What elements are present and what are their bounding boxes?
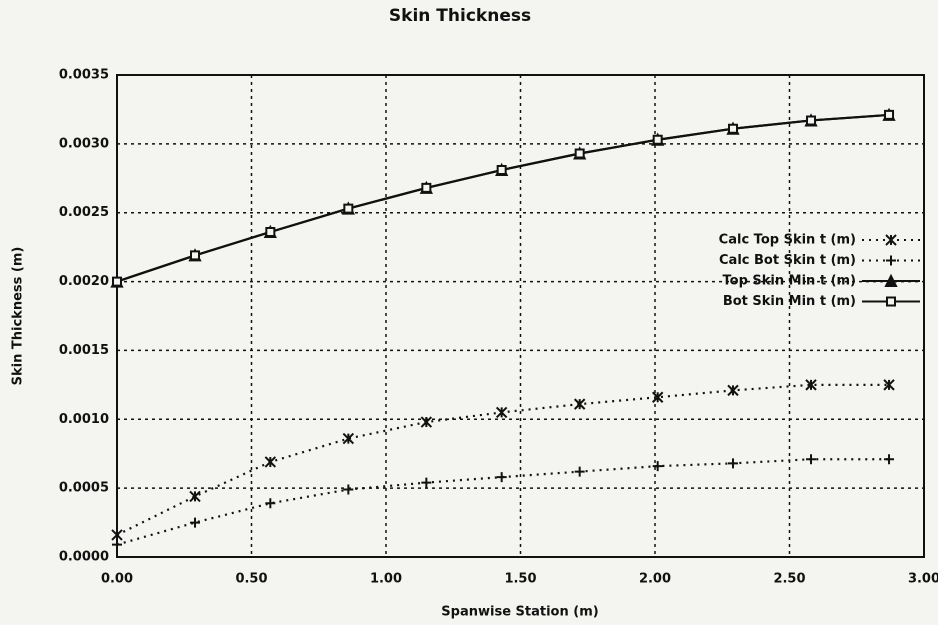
marker: [573, 398, 586, 410]
legend-marker: [886, 296, 896, 307]
legend-label: Top Skin Min t (m): [723, 274, 857, 289]
x-tick-label: 3.00: [908, 572, 938, 587]
marker: [264, 456, 277, 468]
marker: [728, 458, 739, 469]
y-tick-label: 0.0020: [59, 274, 109, 289]
marker: [806, 115, 817, 126]
marker: [652, 461, 663, 472]
marker: [805, 379, 817, 391]
marker: [342, 432, 355, 445]
marker: [190, 517, 201, 528]
marker: [190, 250, 201, 261]
marker: [421, 477, 432, 488]
y-tick-label: 0.0015: [59, 343, 109, 358]
x-tick-label: 2.50: [773, 572, 805, 587]
legend-label: Calc Top Skin t (m): [719, 233, 856, 248]
marker: [265, 498, 276, 509]
x-axis-label: Spanwise Station (m): [441, 605, 598, 620]
x-tick-label: 1.00: [370, 572, 402, 587]
chart-title: Skin Thickness: [389, 6, 531, 26]
legend-marker: [885, 234, 897, 246]
marker: [343, 484, 354, 495]
marker: [112, 276, 122, 287]
marker: [265, 226, 276, 237]
y-tick-label: 0.0010: [59, 412, 109, 427]
y-tick-label: 0.0035: [59, 68, 109, 83]
marker: [728, 123, 739, 134]
marker: [883, 379, 895, 391]
marker: [652, 134, 663, 145]
marker: [806, 454, 817, 465]
x-tick-label: 1.50: [504, 572, 536, 587]
marker: [343, 203, 354, 214]
legend-label: Bot Skin Min t (m): [723, 294, 856, 309]
marker: [727, 384, 739, 397]
marker: [574, 466, 585, 477]
y-tick-label: 0.0005: [59, 481, 109, 496]
y-tick-label: 0.0025: [59, 205, 109, 220]
marker: [420, 416, 433, 428]
legend-label: Calc Bot Skin t (m): [719, 253, 856, 268]
marker: [496, 472, 507, 483]
marker: [884, 109, 895, 120]
legend-marker: [886, 255, 896, 266]
x-tick-label: 0.50: [235, 572, 267, 587]
marker: [421, 182, 432, 193]
legend-marker: [884, 273, 898, 287]
x-tick-label: 0.00: [101, 572, 133, 587]
marker: [112, 539, 122, 550]
y-tick-label: 0.0000: [59, 550, 109, 565]
marker: [574, 148, 585, 159]
marker: [111, 529, 123, 541]
y-axis-label: Skin Thickness (m): [11, 247, 26, 386]
y-tick-label: 0.0030: [59, 136, 109, 151]
marker: [496, 165, 507, 176]
marker: [884, 454, 895, 465]
x-tick-label: 2.00: [639, 572, 671, 587]
marker: [495, 406, 508, 419]
marker: [189, 490, 201, 503]
marker: [651, 391, 664, 403]
